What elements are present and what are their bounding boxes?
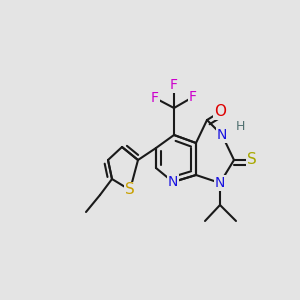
Text: F: F bbox=[170, 78, 178, 92]
Text: H: H bbox=[235, 121, 245, 134]
Text: O: O bbox=[214, 104, 226, 119]
Text: N: N bbox=[168, 175, 178, 189]
Text: F: F bbox=[189, 90, 197, 104]
Text: N: N bbox=[215, 176, 225, 190]
Text: S: S bbox=[125, 182, 135, 197]
Text: F: F bbox=[151, 91, 159, 105]
Text: N: N bbox=[217, 128, 227, 142]
Text: S: S bbox=[247, 152, 257, 167]
